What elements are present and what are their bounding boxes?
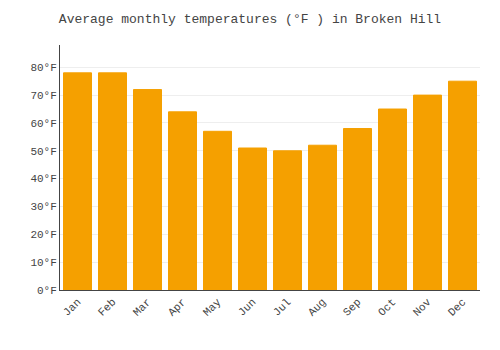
svg-text:Sep: Sep [341,296,363,318]
svg-text:Oct: Oct [376,296,398,318]
svg-text:Dec: Dec [446,296,468,318]
svg-text:Feb: Feb [96,296,118,318]
svg-text:20°F: 20°F [30,229,56,241]
svg-text:Apr: Apr [166,296,188,318]
svg-text:50°F: 50°F [30,146,56,158]
svg-text:30°F: 30°F [30,201,56,213]
svg-text:Aug: Aug [306,296,328,318]
svg-text:60°F: 60°F [30,118,56,130]
svg-text:Average monthly temperatures (: Average monthly temperatures (°F ) in Br… [59,12,441,27]
svg-text:80°F: 80°F [30,62,56,74]
svg-text:Nov: Nov [411,296,434,319]
svg-text:10°F: 10°F [30,257,56,269]
svg-text:Mar: Mar [131,296,153,318]
svg-text:Jan: Jan [61,296,83,318]
svg-text:May: May [201,296,224,319]
svg-text:Jul: Jul [271,296,293,318]
svg-text:0°F: 0°F [37,285,57,297]
svg-text:70°F: 70°F [30,90,56,102]
svg-text:40°F: 40°F [30,173,56,185]
svg-text:Jun: Jun [236,296,258,318]
